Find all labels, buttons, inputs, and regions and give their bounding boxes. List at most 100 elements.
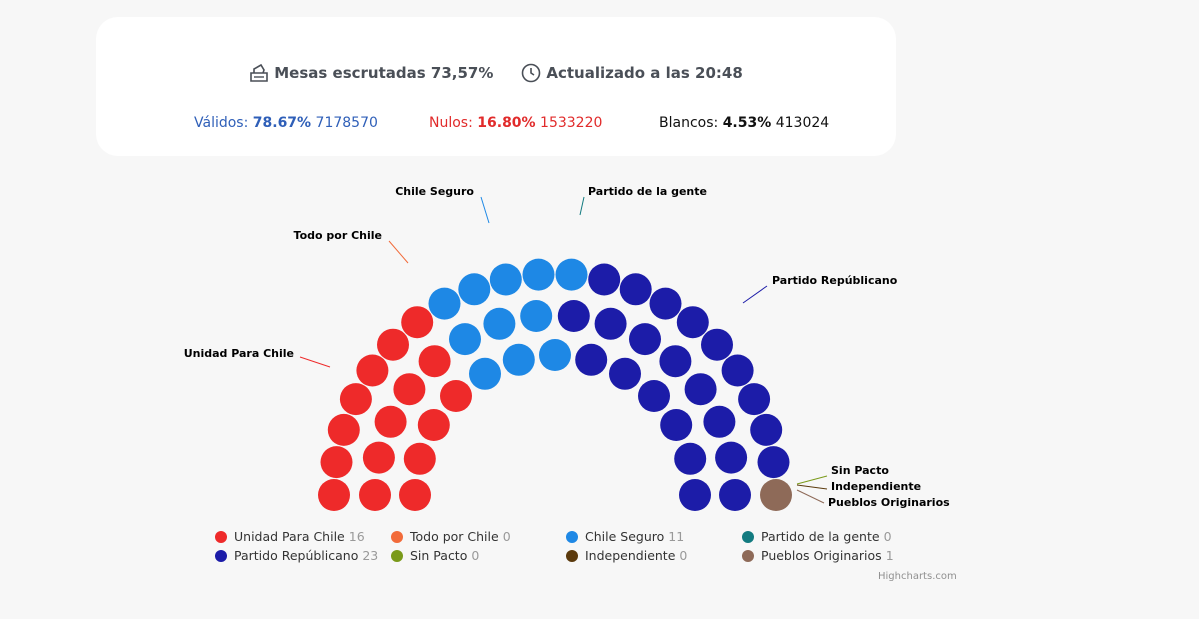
legend-item-unidad[interactable]: Unidad Para Chile 16 (215, 529, 365, 544)
legend-item-todo-por-chile[interactable]: Todo por Chile 0 (391, 529, 511, 544)
seat-point[interactable] (374, 405, 407, 438)
seat-point[interactable] (659, 345, 692, 378)
seat-point[interactable] (399, 479, 431, 511)
legend-item-chile-seguro[interactable]: Chile Seguro 11 (566, 529, 684, 544)
mesas-label: Mesas escrutadas 73,57% (274, 64, 494, 82)
blancos-pct: 4.53% (722, 115, 772, 131)
seat-point[interactable] (660, 409, 693, 441)
legend-item-sin-pacto[interactable]: Sin Pacto 0 (391, 548, 479, 563)
data-label-connector (299, 356, 331, 368)
validos-stat: Válidos: 78.67% 7178570 (194, 115, 378, 131)
seat-point[interactable] (715, 441, 748, 474)
legend-dot (742, 549, 754, 562)
data-label-connector (480, 196, 490, 224)
seat-point[interactable] (362, 441, 395, 474)
seat-point[interactable] (575, 343, 608, 376)
data-label: Independiente (831, 480, 921, 493)
seat-point[interactable] (674, 442, 707, 475)
seat-point[interactable] (701, 328, 733, 361)
seat-point[interactable] (684, 373, 717, 406)
seat-point[interactable] (489, 263, 522, 296)
data-label-connector (796, 475, 828, 485)
legend-count: 11 (668, 529, 685, 544)
seat-point[interactable] (609, 357, 641, 390)
seat-point[interactable] (676, 306, 709, 339)
seat-point[interactable] (502, 343, 535, 376)
nulos-count: 1533220 (540, 115, 603, 131)
seat-point[interactable] (469, 357, 501, 390)
legend-item-partido-de-la-gente[interactable]: Partido de la gente 0 (742, 529, 892, 544)
legend-count: 16 (348, 529, 365, 544)
blancos-label: Blancos: (659, 115, 719, 131)
legend-count: 0 (883, 529, 892, 544)
seat-point[interactable] (757, 446, 790, 479)
legend-count: 1 (885, 548, 894, 563)
seat-point[interactable] (356, 354, 389, 387)
legend-dot (391, 530, 403, 543)
nulos-stat: Nulos: 16.80% 1533220 (429, 115, 602, 131)
validos-pct: 78.67% (252, 115, 312, 131)
data-label: Partido de la gente (588, 185, 707, 198)
updated-label: Actualizado a las 20:48 (546, 64, 743, 82)
seat-point[interactable] (458, 273, 491, 306)
seat-point[interactable] (555, 258, 588, 291)
seat-point[interactable] (318, 479, 350, 511)
seat-point[interactable] (557, 300, 590, 332)
legend-count: 0 (502, 529, 511, 544)
blancos-count: 413024 (775, 115, 830, 131)
highcharts-credits[interactable]: Highcharts.com (878, 571, 957, 582)
seat-point[interactable] (649, 287, 682, 320)
seat-point[interactable] (418, 345, 451, 378)
seat-point[interactable] (339, 383, 372, 416)
seat-point[interactable] (594, 307, 627, 340)
seat-point[interactable] (588, 263, 621, 296)
legend-label: Sin Pacto (410, 548, 468, 563)
legend-label: Unidad Para Chile (234, 529, 345, 544)
seat-point[interactable] (401, 306, 434, 339)
seat-group (318, 258, 792, 511)
legend-item-independiente[interactable]: Independiente 0 (566, 548, 687, 563)
data-label: Pueblos Originarios (828, 496, 950, 509)
seat-point[interactable] (679, 479, 711, 511)
seat-point[interactable] (721, 354, 754, 387)
data-label: Partido Repúblicano (772, 274, 898, 287)
legend-item-republicano[interactable]: Partido Repúblicano 23 (215, 548, 378, 563)
seat-point[interactable] (428, 287, 461, 320)
legend-label: Partido de la gente (761, 529, 880, 544)
seat-point[interactable] (417, 409, 450, 441)
seat-point[interactable] (760, 479, 792, 511)
data-label: Todo por Chile (294, 229, 382, 242)
legend-dot (391, 549, 403, 562)
seat-point[interactable] (403, 442, 436, 475)
seat-point[interactable] (619, 273, 652, 306)
seat-point[interactable] (638, 380, 670, 412)
seat-point[interactable] (483, 307, 516, 340)
updated-status: Actualizado a las 20:48 (521, 63, 743, 83)
legend-item-pueblos-originarios[interactable]: Pueblos Originarios 1 (742, 548, 894, 563)
seat-point[interactable] (320, 446, 353, 479)
seat-point[interactable] (327, 413, 360, 446)
data-label: Chile Seguro (395, 185, 474, 198)
seat-point[interactable] (719, 479, 751, 511)
seat-point[interactable] (539, 339, 571, 371)
data-label: Sin Pacto (831, 464, 889, 477)
legend-dot (215, 530, 227, 543)
seat-point[interactable] (377, 328, 409, 361)
validos-count: 7178570 (315, 115, 378, 131)
mesas-status: Mesas escrutadas 73,57% (249, 63, 493, 83)
seat-point[interactable] (440, 380, 472, 412)
seat-point[interactable] (750, 413, 783, 446)
legend-count: 0 (471, 548, 480, 563)
seat-point[interactable] (522, 258, 555, 291)
legend-dot (215, 549, 227, 562)
legend-label: Independiente (585, 548, 676, 563)
seat-point[interactable] (520, 300, 553, 332)
legend-label: Todo por Chile (410, 529, 499, 544)
seat-point[interactable] (449, 323, 481, 356)
seat-point[interactable] (393, 373, 426, 406)
seat-point[interactable] (629, 323, 661, 356)
seat-point[interactable] (359, 479, 391, 511)
seat-point[interactable] (703, 405, 736, 438)
seat-point[interactable] (738, 383, 771, 416)
validos-label: Válidos: (194, 115, 249, 131)
